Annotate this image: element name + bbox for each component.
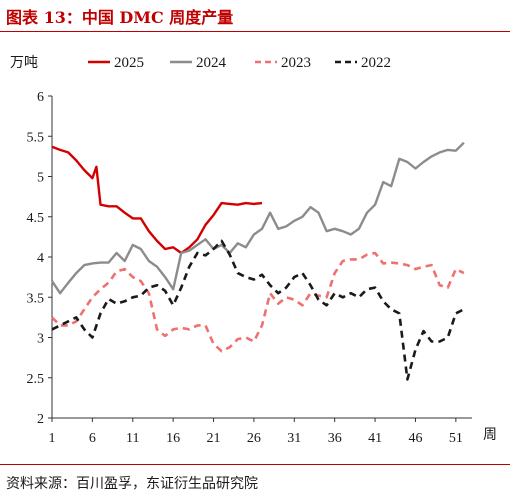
x-tick-label: 51 [449,431,463,446]
y-tick-label: 6 [37,90,44,105]
legend-label-2023: 2023 [281,55,311,71]
x-tick-label: 36 [328,431,342,446]
y-tick-label: 4 [37,251,44,266]
figure-title: 图表 13：中国 DMC 周度产量 [6,8,234,27]
series-line-2024 [51,141,465,295]
x-tick-label: 6 [89,431,96,446]
legend-label-2024: 2024 [196,55,227,71]
y-axis-ticks: 2 2.5 3 3.5 4 4.5 5 5.5 6 [27,90,52,427]
chart-axes [51,96,472,419]
x-axis-ticks: 1 6 11 16 21 26 31 36 41 46 51 [49,418,463,446]
x-axis-unit-label: 周 [483,427,497,443]
y-tick-label: 2.5 [27,372,45,387]
x-tick-label: 16 [166,431,180,446]
series-line-2025 [51,145,263,255]
chart-legend: 2025 2024 2023 2022 [88,55,391,71]
chart-series [51,141,465,381]
legend-label-2022: 2022 [361,55,391,71]
x-tick-label: 31 [287,431,301,446]
x-tick-label: 21 [207,431,221,446]
x-tick-label: 1 [49,431,56,446]
y-tick-label: 3 [37,332,44,347]
title-divider [0,31,510,32]
x-tick-label: 46 [408,431,422,446]
source-note: 资料来源：百川盈孚，东证衍生品研究院 [6,476,258,492]
series-line-2023 [51,251,465,353]
x-tick-label: 26 [247,431,261,446]
y-tick-label: 2 [37,412,44,427]
line-chart: 22.533.544.555.56 1 6 11 16 21 26 31 36 41 46 51 2… [10,55,497,446]
x-tick-label: 11 [126,431,139,446]
legend-label-2025: 2025 [114,55,144,71]
x-tick-label: 41 [368,431,382,446]
y-axis-unit-label: 万吨 [10,55,38,71]
y-tick-label: 3.5 [27,291,45,306]
y-tick-label: 5.5 [27,130,45,145]
series-line-2022 [51,239,465,381]
footer-divider [0,464,510,465]
y-tick-label: 5 [37,171,44,186]
y-tick-label: 4.5 [27,211,45,226]
